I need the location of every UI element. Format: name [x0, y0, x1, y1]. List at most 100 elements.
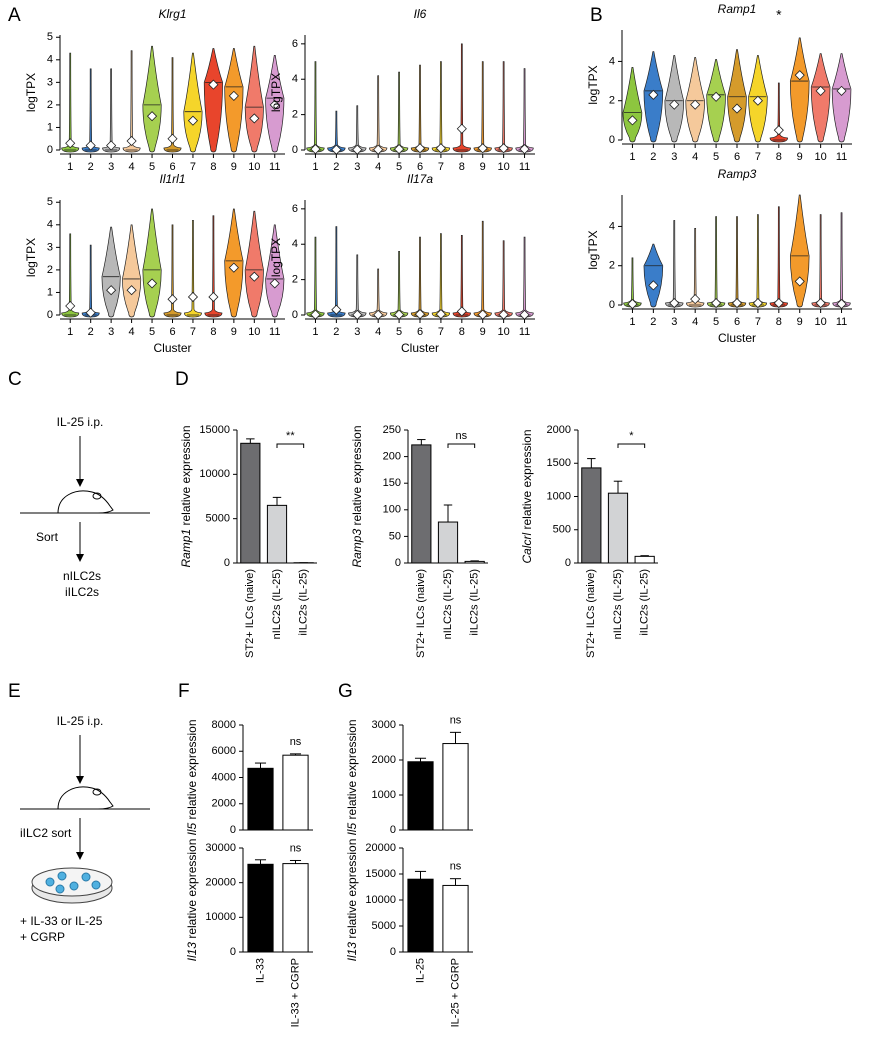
- x-tick-label: 11: [269, 161, 280, 173]
- mean-marker: [146, 111, 158, 122]
- y-tick-label: 2: [292, 274, 298, 286]
- mean-marker: [414, 309, 426, 320]
- x-tick-label: 9: [797, 316, 803, 328]
- x-tick-label: IL-25 + CGRP: [449, 958, 461, 1027]
- panel-letter: B: [590, 5, 603, 26]
- x-tick-label: 9: [797, 151, 803, 163]
- y-axis-label: Il13 relative expression: [345, 839, 359, 962]
- x-tick-label: 2: [650, 151, 656, 163]
- y-axis-label: logTPX: [24, 73, 38, 112]
- violin: [832, 212, 851, 308]
- violin: [452, 43, 471, 153]
- mean-marker: [794, 70, 805, 81]
- y-tick-label: 10000: [205, 911, 236, 923]
- x-tick-label: 7: [190, 161, 196, 173]
- y-tick-label: 4: [292, 238, 298, 250]
- bar: [634, 555, 655, 564]
- y-axis-label-text: relative expression: [345, 839, 359, 939]
- y-tick-label: 4: [609, 220, 615, 232]
- y-tick-label: 1000: [547, 490, 571, 502]
- y-tick-label: 0: [47, 144, 53, 156]
- mean-marker: [414, 143, 426, 154]
- bar: [437, 521, 459, 564]
- mean-marker: [477, 143, 488, 154]
- y-tick-label: 20000: [365, 842, 396, 854]
- x-tick-label: 10: [815, 151, 827, 163]
- panel-letter: F: [178, 681, 190, 702]
- bracket: [276, 443, 305, 448]
- y-axis-label-text: relative expression: [350, 425, 364, 525]
- y-tick-label: 50: [389, 530, 401, 542]
- mouse: [57, 490, 114, 514]
- violin: [369, 75, 388, 153]
- significance: ns: [456, 430, 468, 442]
- violin: [265, 224, 285, 318]
- violin: [686, 228, 705, 308]
- violin: [389, 250, 409, 318]
- y-tick-label: 100: [383, 504, 401, 516]
- x-tick-label: 4: [692, 316, 698, 328]
- y-axis-label: Ramp3 relative expression: [350, 425, 364, 567]
- x-tick-label: IL-33 + CGRP: [289, 958, 301, 1027]
- chart-title: Il6: [414, 7, 427, 21]
- violin: [61, 233, 80, 318]
- violin: [431, 61, 451, 153]
- y-tick-label: 4: [292, 73, 298, 85]
- y-axis-label-text: relative expression: [185, 719, 199, 819]
- bar: [407, 878, 434, 953]
- x-tick-label: ST2+ ILCs (naive): [244, 569, 256, 658]
- mean-marker: [690, 99, 701, 110]
- violin: [163, 57, 182, 153]
- x-tick-label: 4: [129, 161, 135, 173]
- mean-marker: [711, 91, 722, 102]
- x-tick-label: nILC2s (IL-25): [442, 569, 454, 639]
- mean-marker: [126, 135, 137, 147]
- y-tick-label: 3000: [372, 719, 396, 731]
- mean-marker: [435, 143, 446, 154]
- x-tick-label: 8: [210, 326, 216, 338]
- x-tick-label: 10: [248, 326, 260, 338]
- bar: [282, 754, 309, 831]
- y-axis-label-text: relative expression: [520, 429, 534, 529]
- diagram-text: IL-25 i.p.: [57, 714, 104, 728]
- y-axis-label-gene: Il5: [185, 823, 199, 836]
- violin: [410, 64, 430, 153]
- x-tick-label: 3: [671, 316, 677, 328]
- x-tick-label: 5: [713, 316, 719, 328]
- mean-marker: [249, 271, 260, 282]
- y-tick-label: 15000: [199, 424, 230, 436]
- x-tick-label: 4: [692, 151, 698, 163]
- mean-marker: [627, 115, 638, 126]
- x-tick-label: 6: [734, 316, 740, 328]
- mean-marker: [648, 280, 659, 291]
- x-tick-label: 11: [836, 151, 847, 163]
- x-tick-label: 1: [67, 326, 73, 338]
- bar: [407, 761, 434, 831]
- bar: [442, 743, 469, 831]
- y-tick-label: 0: [230, 824, 236, 836]
- y-tick-label: 4000: [212, 771, 236, 783]
- mean-marker: [228, 90, 239, 101]
- violin: [515, 68, 534, 153]
- significance: ns: [290, 842, 302, 854]
- x-tick-label: 4: [375, 326, 381, 338]
- violin: [706, 216, 726, 308]
- x-tick-label: 8: [210, 161, 216, 173]
- violin: [623, 257, 642, 308]
- bar: [581, 467, 602, 564]
- y-axis-label: logTPX: [269, 238, 283, 277]
- diagram-c: IL-25 i.p. Sort nILC2s iILC2s: [20, 415, 150, 599]
- y-tick-label: 0: [395, 557, 401, 569]
- y-axis-label: Calcrl relative expression: [520, 429, 534, 563]
- violin: [348, 105, 367, 153]
- x-tick-label: ST2+ ILCs (naive): [415, 569, 427, 658]
- significance: **: [286, 430, 295, 442]
- violin: [81, 68, 100, 153]
- violin: [810, 53, 831, 143]
- x-tick-label: 2: [333, 326, 339, 338]
- x-tick-label: 2: [333, 161, 339, 173]
- violin: [327, 226, 346, 318]
- y-axis-label: logTPX: [269, 73, 283, 112]
- y-tick-label: 4: [47, 54, 53, 66]
- violin: [163, 224, 182, 318]
